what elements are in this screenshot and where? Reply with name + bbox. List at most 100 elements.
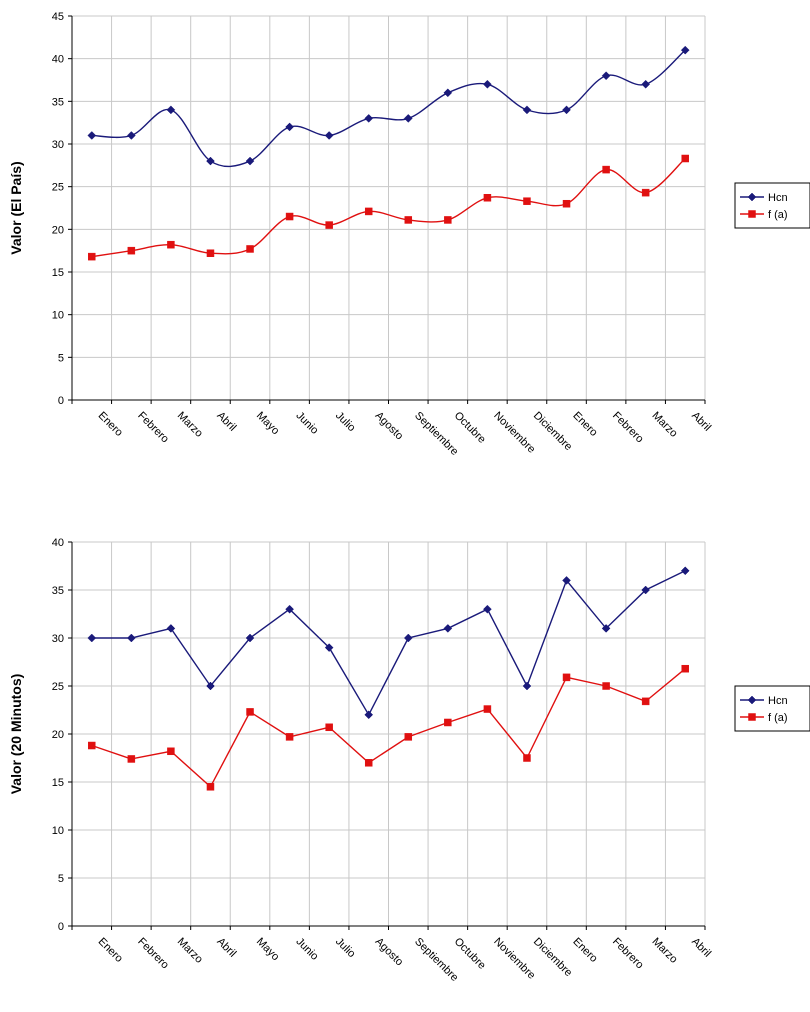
x-tick-label: Abril xyxy=(689,936,713,960)
y-tick-label: 35 xyxy=(52,96,64,108)
legend-label: Hcn xyxy=(768,192,788,204)
y-tick-label: 35 xyxy=(52,585,64,597)
data-point xyxy=(167,240,175,249)
data-point xyxy=(641,188,650,197)
series-line xyxy=(91,157,686,258)
data-point xyxy=(325,221,333,229)
data-point xyxy=(641,585,651,595)
legend: Hcn f (a) xyxy=(734,685,810,732)
data-point xyxy=(285,212,294,221)
data-point xyxy=(562,199,571,208)
y-tick-label: 0 xyxy=(58,395,64,407)
data-point xyxy=(483,79,492,89)
y-tick-label: 25 xyxy=(52,681,64,693)
x-tick-label: Agosto xyxy=(373,936,406,969)
x-tick-label: Enero xyxy=(570,936,599,965)
data-point xyxy=(483,604,492,614)
y-axis-title: Valor (20 Minutos) xyxy=(8,674,24,795)
data-point xyxy=(523,197,531,205)
legend-box xyxy=(734,685,810,732)
legend-swatch-marker xyxy=(748,713,756,721)
data-point xyxy=(562,673,571,682)
y-tick-label: 45 xyxy=(52,11,64,23)
y-tick-label: 40 xyxy=(52,537,64,549)
x-tick-label: Abril xyxy=(689,410,713,434)
data-point xyxy=(681,664,689,673)
data-point xyxy=(680,566,690,576)
data-point xyxy=(285,122,294,132)
y-tick-label: 25 xyxy=(52,182,64,194)
data-point xyxy=(444,718,452,727)
x-tick-label: Enero xyxy=(570,410,599,439)
x-tick-label: Abril xyxy=(214,410,238,434)
series-2 xyxy=(88,664,689,791)
data-point xyxy=(522,681,532,691)
x-tick-label: Febrero xyxy=(135,410,171,446)
x-tick-label: Febrero xyxy=(610,410,646,446)
data-point xyxy=(443,88,453,98)
data-point xyxy=(364,710,374,720)
data-point xyxy=(324,643,334,652)
y-tick-label: 40 xyxy=(52,54,64,66)
legend-swatch-marker xyxy=(747,192,757,202)
data-point xyxy=(562,105,571,115)
data-point xyxy=(641,79,651,89)
x-tick-label: Agosto xyxy=(373,410,406,443)
data-point xyxy=(364,207,373,216)
data-point xyxy=(245,156,255,166)
data-point xyxy=(285,733,294,741)
x-tick-label: Mayo xyxy=(254,936,282,964)
data-point xyxy=(602,165,610,174)
data-point xyxy=(285,604,294,614)
y-tick-label: 20 xyxy=(52,224,64,236)
x-tick-label: Febrero xyxy=(610,936,646,972)
data-point xyxy=(166,105,176,115)
y-tick-label: 15 xyxy=(52,777,64,789)
data-point xyxy=(680,45,690,55)
x-tick-label: Julio xyxy=(333,936,357,960)
data-point xyxy=(324,131,334,140)
series-1 xyxy=(87,566,690,720)
y-tick-label: 30 xyxy=(52,139,64,151)
x-tick-label: Octubre xyxy=(452,410,488,446)
series-1 xyxy=(87,45,690,168)
data-point xyxy=(681,154,689,163)
data-point xyxy=(403,633,413,643)
x-tick-label: Noviembre xyxy=(491,936,537,982)
series-2 xyxy=(88,154,689,261)
data-point xyxy=(206,156,215,166)
x-tick-label: Marzo xyxy=(175,410,205,440)
data-point xyxy=(88,252,96,261)
data-point xyxy=(127,755,136,763)
series-line xyxy=(91,49,686,168)
data-point xyxy=(166,624,176,633)
x-tick-label: Noviembre xyxy=(491,410,537,456)
y-tick-label: 15 xyxy=(52,267,64,279)
data-point xyxy=(246,245,254,253)
legend-label: f (a) xyxy=(768,209,788,221)
legend-label: Hcn xyxy=(768,695,788,707)
data-point xyxy=(88,741,96,750)
data-point xyxy=(602,682,610,690)
data-point xyxy=(246,708,254,716)
data-point xyxy=(523,754,531,762)
x-tick-label: Enero xyxy=(96,936,125,965)
data-point xyxy=(126,633,136,643)
data-point xyxy=(245,633,255,643)
data-point xyxy=(404,733,413,741)
data-point xyxy=(601,71,611,81)
x-tick-label: Abril xyxy=(214,936,238,960)
series-line xyxy=(91,570,686,717)
data-point xyxy=(126,131,136,140)
x-tick-label: Marzo xyxy=(650,410,680,440)
x-tick-label: Junio xyxy=(293,936,320,963)
data-point xyxy=(641,697,650,706)
data-point xyxy=(562,576,571,585)
x-tick-label: Marzo xyxy=(650,936,680,966)
data-point xyxy=(87,633,97,643)
data-point xyxy=(403,114,413,123)
